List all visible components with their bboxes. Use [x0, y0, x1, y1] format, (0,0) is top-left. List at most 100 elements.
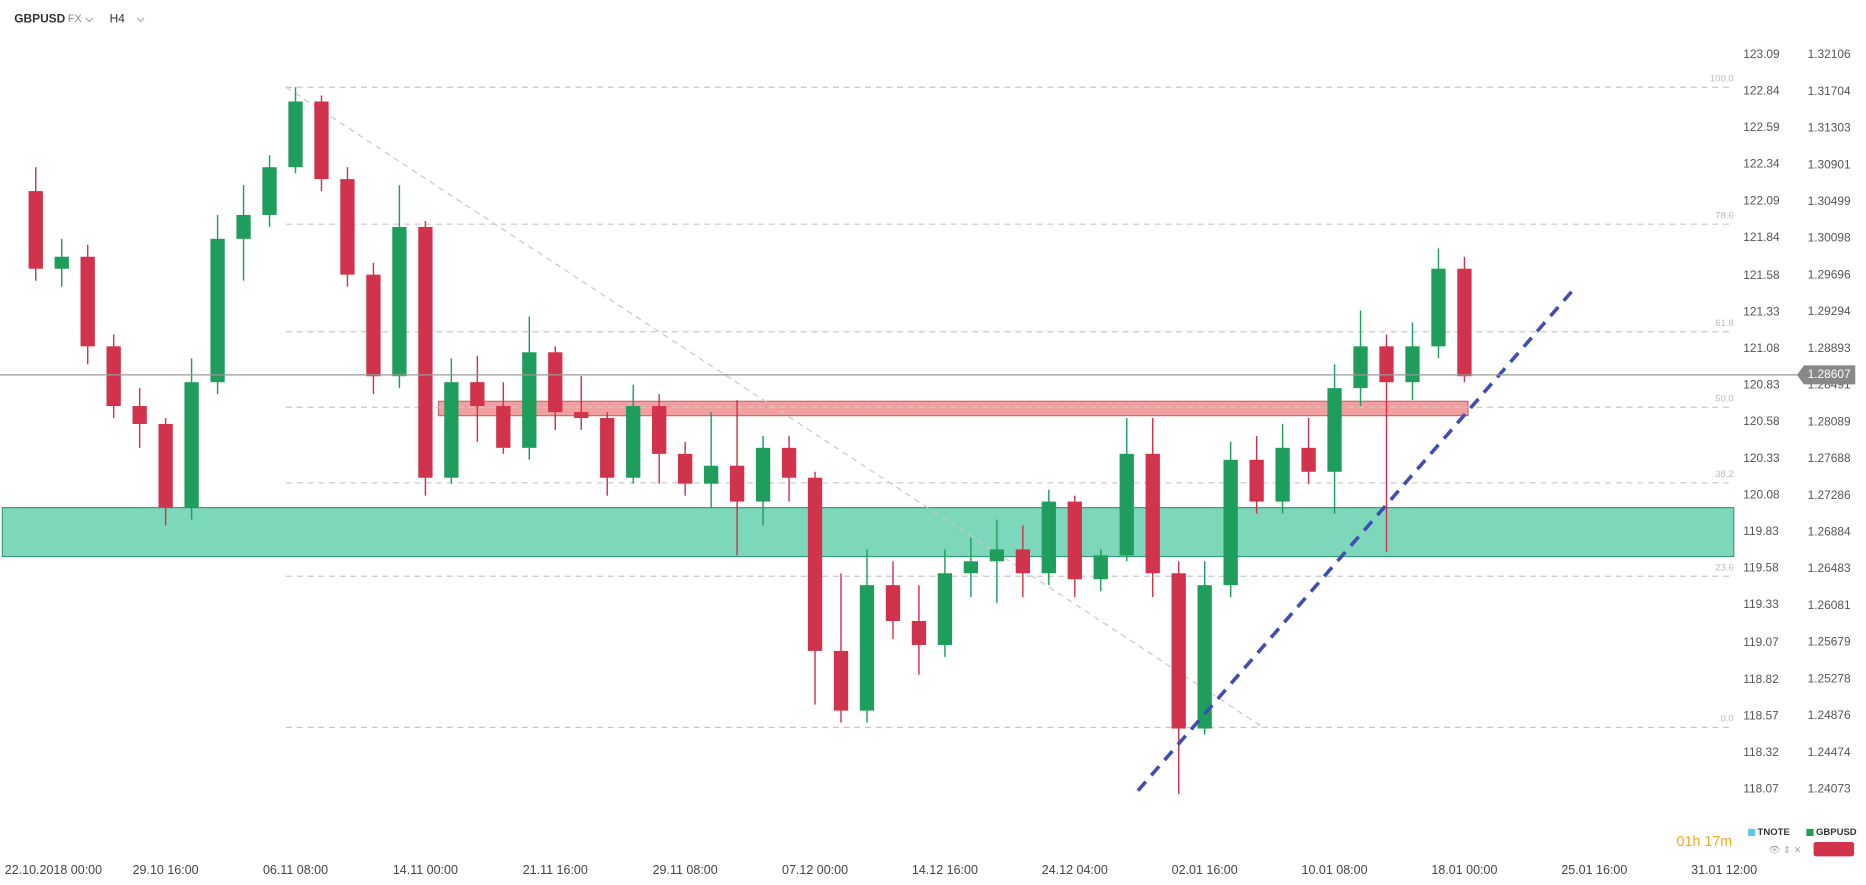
- candle-body[interactable]: [288, 101, 303, 168]
- symbol[interactable]: GBPUSD: [14, 11, 65, 25]
- y2-tick-label: 120.08: [1743, 487, 1780, 501]
- candle-body[interactable]: [807, 477, 823, 651]
- x-tick-label: 14.11 00:00: [393, 863, 458, 877]
- candle-body[interactable]: [470, 382, 485, 407]
- candle-body[interactable]: [1301, 447, 1316, 472]
- legend-label[interactable]: TNOTE: [1758, 827, 1790, 838]
- candle-body[interactable]: [989, 549, 1005, 562]
- candle-body[interactable]: [210, 238, 225, 383]
- dropdown-icon[interactable]: [85, 17, 94, 23]
- candle-body[interactable]: [418, 226, 433, 478]
- candle-body[interactable]: [1171, 573, 1186, 729]
- y2-tick-label: 121.08: [1743, 341, 1780, 355]
- y2-tick-label: 119.33: [1743, 597, 1779, 611]
- fib-label: 61.8: [1715, 318, 1734, 329]
- candle-body[interactable]: [262, 167, 277, 215]
- candle-body[interactable]: [54, 256, 69, 269]
- candle-body[interactable]: [703, 465, 719, 484]
- y2-tick-label: 118.57: [1743, 708, 1779, 722]
- legend-label[interactable]: GBPUSD: [1816, 827, 1857, 838]
- y2-tick-label: 119.07: [1743, 635, 1779, 649]
- candle-body[interactable]: [1015, 549, 1030, 574]
- y2-tick-label: 122.34: [1743, 157, 1780, 171]
- legend-controls[interactable]: [1813, 842, 1855, 857]
- candle-body[interactable]: [781, 447, 797, 478]
- candle-body[interactable]: [729, 465, 745, 502]
- candle-body[interactable]: [80, 256, 95, 347]
- candle-body[interactable]: [1119, 453, 1134, 556]
- candle-body[interactable]: [1327, 388, 1342, 472]
- y-tick-label: 1.24876: [1808, 708, 1851, 722]
- zone: [1, 507, 1735, 558]
- candle-body[interactable]: [132, 406, 147, 424]
- candle-body[interactable]: [522, 352, 537, 448]
- candle-body[interactable]: [626, 406, 641, 478]
- candle-body[interactable]: [1145, 453, 1160, 574]
- legend-swatch: [1806, 828, 1814, 837]
- candle-body[interactable]: [1093, 555, 1108, 580]
- fib-label: 0.0: [1721, 713, 1734, 724]
- candle-body[interactable]: [106, 346, 121, 407]
- y-tick-label: 1.25679: [1808, 635, 1851, 649]
- y-tick-label: 1.26884: [1808, 525, 1851, 539]
- candle-body[interactable]: [600, 418, 615, 478]
- candle-body[interactable]: [1249, 459, 1264, 502]
- candle-body[interactable]: [340, 179, 355, 275]
- fib-label: 50.0: [1715, 393, 1734, 404]
- candle-body[interactable]: [1223, 459, 1238, 586]
- y2-tick-label: 119.83: [1743, 524, 1779, 538]
- candle-body[interactable]: [548, 352, 563, 413]
- candle-body[interactable]: [574, 412, 589, 419]
- candle-body[interactable]: [911, 621, 927, 645]
- candle-body[interactable]: [184, 382, 199, 508]
- candle-body[interactable]: [755, 447, 771, 502]
- candle-body[interactable]: [28, 191, 43, 269]
- candle-body[interactable]: [496, 406, 511, 448]
- candle-body[interactable]: [1457, 268, 1472, 377]
- y-tick-label: 1.30499: [1808, 194, 1851, 208]
- y-tick-label: 1.30901: [1808, 157, 1851, 171]
- candle-body[interactable]: [314, 101, 329, 180]
- candle-body[interactable]: [1379, 346, 1394, 383]
- fib-label: 38.2: [1715, 469, 1734, 480]
- legend-icons[interactable]: 👁 ⇕ ✕: [1768, 845, 1801, 856]
- candle-body[interactable]: [678, 453, 693, 484]
- zone: [437, 400, 1469, 417]
- candle-body[interactable]: [366, 274, 381, 377]
- y2-tick-label: 118.82: [1743, 672, 1779, 686]
- candle-body[interactable]: [885, 585, 901, 622]
- candle-body[interactable]: [1405, 346, 1420, 383]
- candle-body[interactable]: [1197, 585, 1212, 729]
- candle-body[interactable]: [859, 585, 875, 711]
- y-tick-label: 1.26483: [1808, 561, 1851, 575]
- market[interactable]: FX: [68, 13, 82, 25]
- candle-body[interactable]: [1041, 501, 1056, 574]
- y-tick-label: 1.29294: [1808, 304, 1851, 318]
- candle-body[interactable]: [236, 214, 251, 239]
- y-tick-label: 1.26081: [1808, 598, 1851, 612]
- candle-body[interactable]: [937, 573, 953, 645]
- candle-body[interactable]: [1431, 268, 1446, 347]
- y-tick-label: 1.30098: [1808, 231, 1851, 245]
- candle-body[interactable]: [444, 382, 459, 478]
- last-price-tag: [1796, 365, 1856, 385]
- x-tick-label: 06.11 08:00: [263, 863, 328, 877]
- x-tick-label: 18.01 00:00: [1431, 863, 1497, 877]
- candle-body[interactable]: [1353, 346, 1368, 389]
- y-tick-label: 1.28893: [1808, 341, 1851, 355]
- candle-body[interactable]: [158, 423, 173, 508]
- dropdown-icon[interactable]: [136, 17, 145, 23]
- y2-tick-label: 122.84: [1743, 84, 1780, 98]
- y2-tick-label: 118.32: [1743, 745, 1779, 759]
- y-tick-label: 1.24073: [1808, 782, 1851, 796]
- timeframe[interactable]: H4: [110, 11, 126, 25]
- fib-label: 23.6: [1715, 562, 1734, 573]
- candle-body[interactable]: [963, 561, 979, 574]
- countdown: 01h 17m: [1677, 834, 1733, 850]
- candle-body[interactable]: [1067, 501, 1082, 580]
- candle-body[interactable]: [652, 406, 667, 454]
- candle-body[interactable]: [392, 226, 407, 377]
- candle-body[interactable]: [833, 650, 849, 711]
- candle-body[interactable]: [1275, 447, 1290, 502]
